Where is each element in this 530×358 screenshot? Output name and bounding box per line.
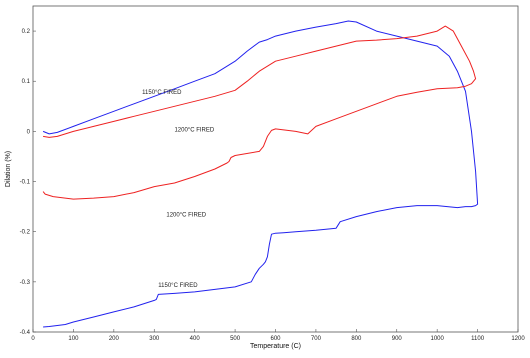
y-tick-label: 0 [27, 129, 31, 135]
x-tick-label: 1200 [511, 336, 525, 342]
y-tick-label: -0.1 [20, 180, 31, 186]
x-tick-label: 400 [190, 336, 201, 342]
curve-annotation: 1200°C FIRED [174, 127, 214, 133]
curve-annotation: 1150°C FIRED [142, 90, 182, 96]
y-tick-label: 0.2 [22, 29, 31, 35]
x-tick-label: 0 [31, 336, 35, 342]
x-tick-label: 200 [109, 336, 120, 342]
x-tick-label: 900 [392, 336, 403, 342]
x-tick-label: 700 [311, 336, 322, 342]
annotations-group: 1150°C FIRED 1200°C FIRED 1200°C FIRED 1150… [142, 90, 215, 289]
y-tick-label: -0.3 [20, 280, 31, 286]
x-tick-label: 600 [270, 336, 281, 342]
x-tick-label: 800 [351, 336, 362, 342]
series-group [42, 20, 479, 328]
plot-frame [32, 5, 519, 333]
x-tick-label: 500 [230, 336, 241, 342]
y-axis-title: Dilation (%) [5, 151, 12, 187]
y-tick-label: -0.4 [20, 330, 31, 336]
x-tick-label: 1000 [430, 336, 444, 342]
x-tick-label: 300 [149, 336, 160, 342]
curve-annotation: 1200°C FIRED [166, 213, 206, 219]
x-axis-ticks: 0 100 200 300 400 500 600 700 800 900 1000 1100 1200 [31, 329, 525, 342]
y-axis-ticks: -0.4 -0.3 -0.2 -0.1 0 0.1 0.2 [20, 29, 36, 336]
series-line-1 [42, 20, 479, 328]
x-tick-label: 1100 [471, 336, 485, 342]
y-tick-label: -0.2 [20, 230, 31, 236]
y-tick-label: 0.1 [22, 79, 31, 85]
x-tick-label: 100 [68, 336, 79, 342]
series-line-2 [42, 25, 477, 200]
x-axis-title: Temperature (C) [250, 343, 301, 350]
curve-annotation: 1150°C FIRED [158, 283, 198, 289]
